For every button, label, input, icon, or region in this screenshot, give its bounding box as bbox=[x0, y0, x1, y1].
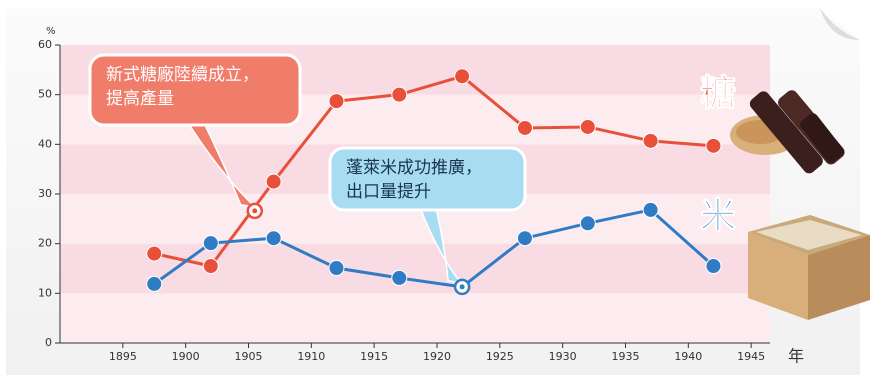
data-point bbox=[579, 215, 596, 232]
data-point bbox=[328, 93, 345, 110]
x-tick-label: 1910 bbox=[297, 350, 325, 363]
annotation-marker-dot bbox=[459, 284, 465, 290]
x-tick-label: 1945 bbox=[737, 350, 765, 363]
annotation-text: 新式糖廠陸續成立， bbox=[106, 64, 259, 85]
y-axis-label: % bbox=[46, 26, 56, 37]
data-point bbox=[642, 132, 659, 149]
data-point bbox=[579, 118, 596, 135]
data-point bbox=[146, 245, 163, 262]
band bbox=[60, 243, 770, 294]
series-line bbox=[153, 74, 714, 268]
band bbox=[60, 293, 770, 343]
data-point bbox=[391, 269, 408, 286]
page-curl bbox=[820, 8, 860, 40]
data-point bbox=[516, 230, 533, 247]
rice-image bbox=[748, 215, 870, 320]
data-point bbox=[202, 258, 219, 275]
annotation-arrow bbox=[418, 205, 465, 284]
x-tick-label: 1900 bbox=[172, 350, 200, 363]
x-tick-label: 1905 bbox=[234, 350, 262, 363]
annotation-box bbox=[88, 53, 302, 127]
data-point bbox=[454, 68, 471, 85]
annotation-text: 蓬萊米成功推廣， bbox=[346, 158, 482, 178]
y-tick-label: 0 bbox=[45, 336, 52, 349]
data-point bbox=[202, 235, 219, 252]
annotation-box bbox=[328, 146, 527, 212]
x-tick-label: 1925 bbox=[486, 350, 514, 363]
series-line bbox=[153, 208, 715, 289]
x-axis-label: 年 bbox=[788, 347, 804, 366]
y-tick-label: 40 bbox=[38, 137, 52, 150]
x-tick-label: 1915 bbox=[360, 350, 388, 363]
y-tick-label: 60 bbox=[38, 38, 52, 51]
annotation-text: 出口量提升 bbox=[346, 182, 431, 202]
x-tick-label: 1920 bbox=[423, 350, 451, 363]
x-tick-label: 1935 bbox=[611, 350, 639, 363]
y-tick-label: 20 bbox=[38, 237, 52, 250]
x-tick-label: 1895 bbox=[109, 350, 137, 363]
data-point bbox=[705, 137, 722, 154]
annotation-marker-dot bbox=[252, 208, 258, 214]
y-tick-label: 30 bbox=[38, 187, 52, 200]
series-label: 糖 bbox=[700, 73, 736, 114]
x-tick-label: 1940 bbox=[674, 350, 702, 363]
series-label: 米 bbox=[700, 196, 736, 237]
data-point bbox=[391, 86, 408, 103]
data-point bbox=[328, 260, 345, 277]
annotation-text: 提高產量 bbox=[106, 89, 174, 109]
data-point bbox=[265, 173, 282, 190]
data-point bbox=[265, 230, 282, 247]
y-tick-label: 50 bbox=[38, 88, 52, 101]
data-point bbox=[705, 258, 722, 275]
data-point bbox=[146, 275, 163, 292]
data-point bbox=[516, 119, 533, 136]
y-tick-label: 10 bbox=[38, 286, 52, 299]
sugar-image bbox=[730, 90, 845, 174]
data-point bbox=[642, 201, 659, 218]
x-tick-label: 1930 bbox=[549, 350, 577, 363]
